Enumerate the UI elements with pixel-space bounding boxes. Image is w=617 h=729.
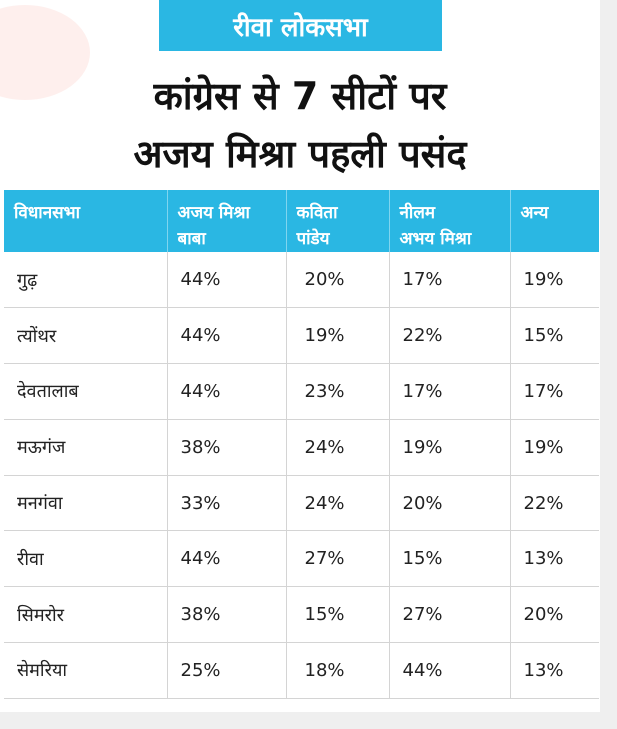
- cell-others: 22%: [510, 475, 599, 532]
- headline-line-2: अजय मिश्रा पहली पसंद: [133, 132, 467, 176]
- cell-ajay: 38%: [167, 419, 287, 476]
- cell-constituency: मनगंवा: [4, 475, 168, 532]
- cell-constituency: गुढ़: [4, 252, 168, 309]
- table-row: मनगंवा 33% 24% 20% 22%: [4, 475, 599, 532]
- infographic-card: रीवा लोकसभा कांग्रेस से 7 सीटों पर अजय म…: [0, 0, 600, 712]
- cell-ajay: 25%: [167, 642, 287, 699]
- cell-neelam: 22%: [389, 307, 511, 365]
- cell-constituency: सेमरिया: [4, 642, 168, 699]
- cell-neelam: 17%: [389, 363, 511, 420]
- cell-neelam: 15%: [389, 530, 511, 588]
- cell-others: 19%: [510, 252, 599, 309]
- table-row: सेमरिया 25% 18% 44% 13%: [4, 642, 599, 699]
- cell-kavita: 19%: [286, 307, 390, 365]
- table-row: देवतालाब 44% 23% 17% 17%: [4, 363, 599, 420]
- cell-constituency: देवतालाब: [4, 363, 168, 420]
- cell-kavita: 23%: [286, 363, 390, 420]
- cell-kavita: 18%: [286, 642, 390, 699]
- cell-neelam: 20%: [389, 475, 511, 532]
- cell-others: 15%: [510, 307, 599, 365]
- cell-ajay: 44%: [167, 307, 287, 365]
- header-others: अन्य: [510, 190, 599, 252]
- cell-others: 20%: [510, 586, 599, 644]
- header-neelam-mishra: नीलम अभय मिश्रा: [389, 190, 511, 252]
- section-banner: रीवा लोकसभा: [159, 0, 442, 51]
- cell-neelam: 27%: [389, 586, 511, 644]
- table-row: मऊगंज 38% 24% 19% 19%: [4, 419, 599, 476]
- cell-kavita: 24%: [286, 475, 390, 532]
- cell-constituency: रीवा: [4, 530, 168, 588]
- cell-ajay: 44%: [167, 530, 287, 588]
- header-row: विधानसभा अजय मिश्रा बाबा कविता पांडेय नीलम…: [4, 190, 599, 252]
- cell-kavita: 27%: [286, 530, 390, 588]
- cell-ajay: 33%: [167, 475, 287, 532]
- cell-constituency: मऊगंज: [4, 419, 168, 476]
- cell-neelam: 44%: [389, 642, 511, 699]
- cell-others: 13%: [510, 530, 599, 588]
- cell-others: 19%: [510, 419, 599, 476]
- header-ajay-mishra: अजय मिश्रा बाबा: [167, 190, 287, 252]
- table-row: सिमरोर 38% 15% 27% 20%: [4, 586, 599, 644]
- cell-ajay: 38%: [167, 586, 287, 644]
- cell-neelam: 17%: [389, 252, 511, 309]
- table-row: गुढ़ 44% 20% 17% 19%: [4, 252, 599, 309]
- cell-others: 13%: [510, 642, 599, 699]
- cell-ajay: 44%: [167, 252, 287, 309]
- cell-others: 17%: [510, 363, 599, 420]
- cell-constituency: सिमरोर: [4, 586, 168, 644]
- cell-constituency: त्योंथर: [4, 307, 168, 365]
- header-constituency: विधानसभा: [4, 190, 168, 252]
- headline-line-1: कांग्रेस से 7 सीटों पर: [153, 74, 447, 118]
- cell-kavita: 15%: [286, 586, 390, 644]
- cell-kavita: 24%: [286, 419, 390, 476]
- cell-ajay: 44%: [167, 363, 287, 420]
- header-kavita-pandey: कविता पांडेय: [286, 190, 390, 252]
- table-row: त्योंथर 44% 19% 22% 15%: [4, 307, 599, 365]
- cell-kavita: 20%: [286, 252, 390, 309]
- table-row: रीवा 44% 27% 15% 13%: [4, 530, 599, 588]
- cell-neelam: 19%: [389, 419, 511, 476]
- poll-table: विधानसभा अजय मिश्रा बाबा कविता पांडेय नीलम…: [4, 190, 599, 699]
